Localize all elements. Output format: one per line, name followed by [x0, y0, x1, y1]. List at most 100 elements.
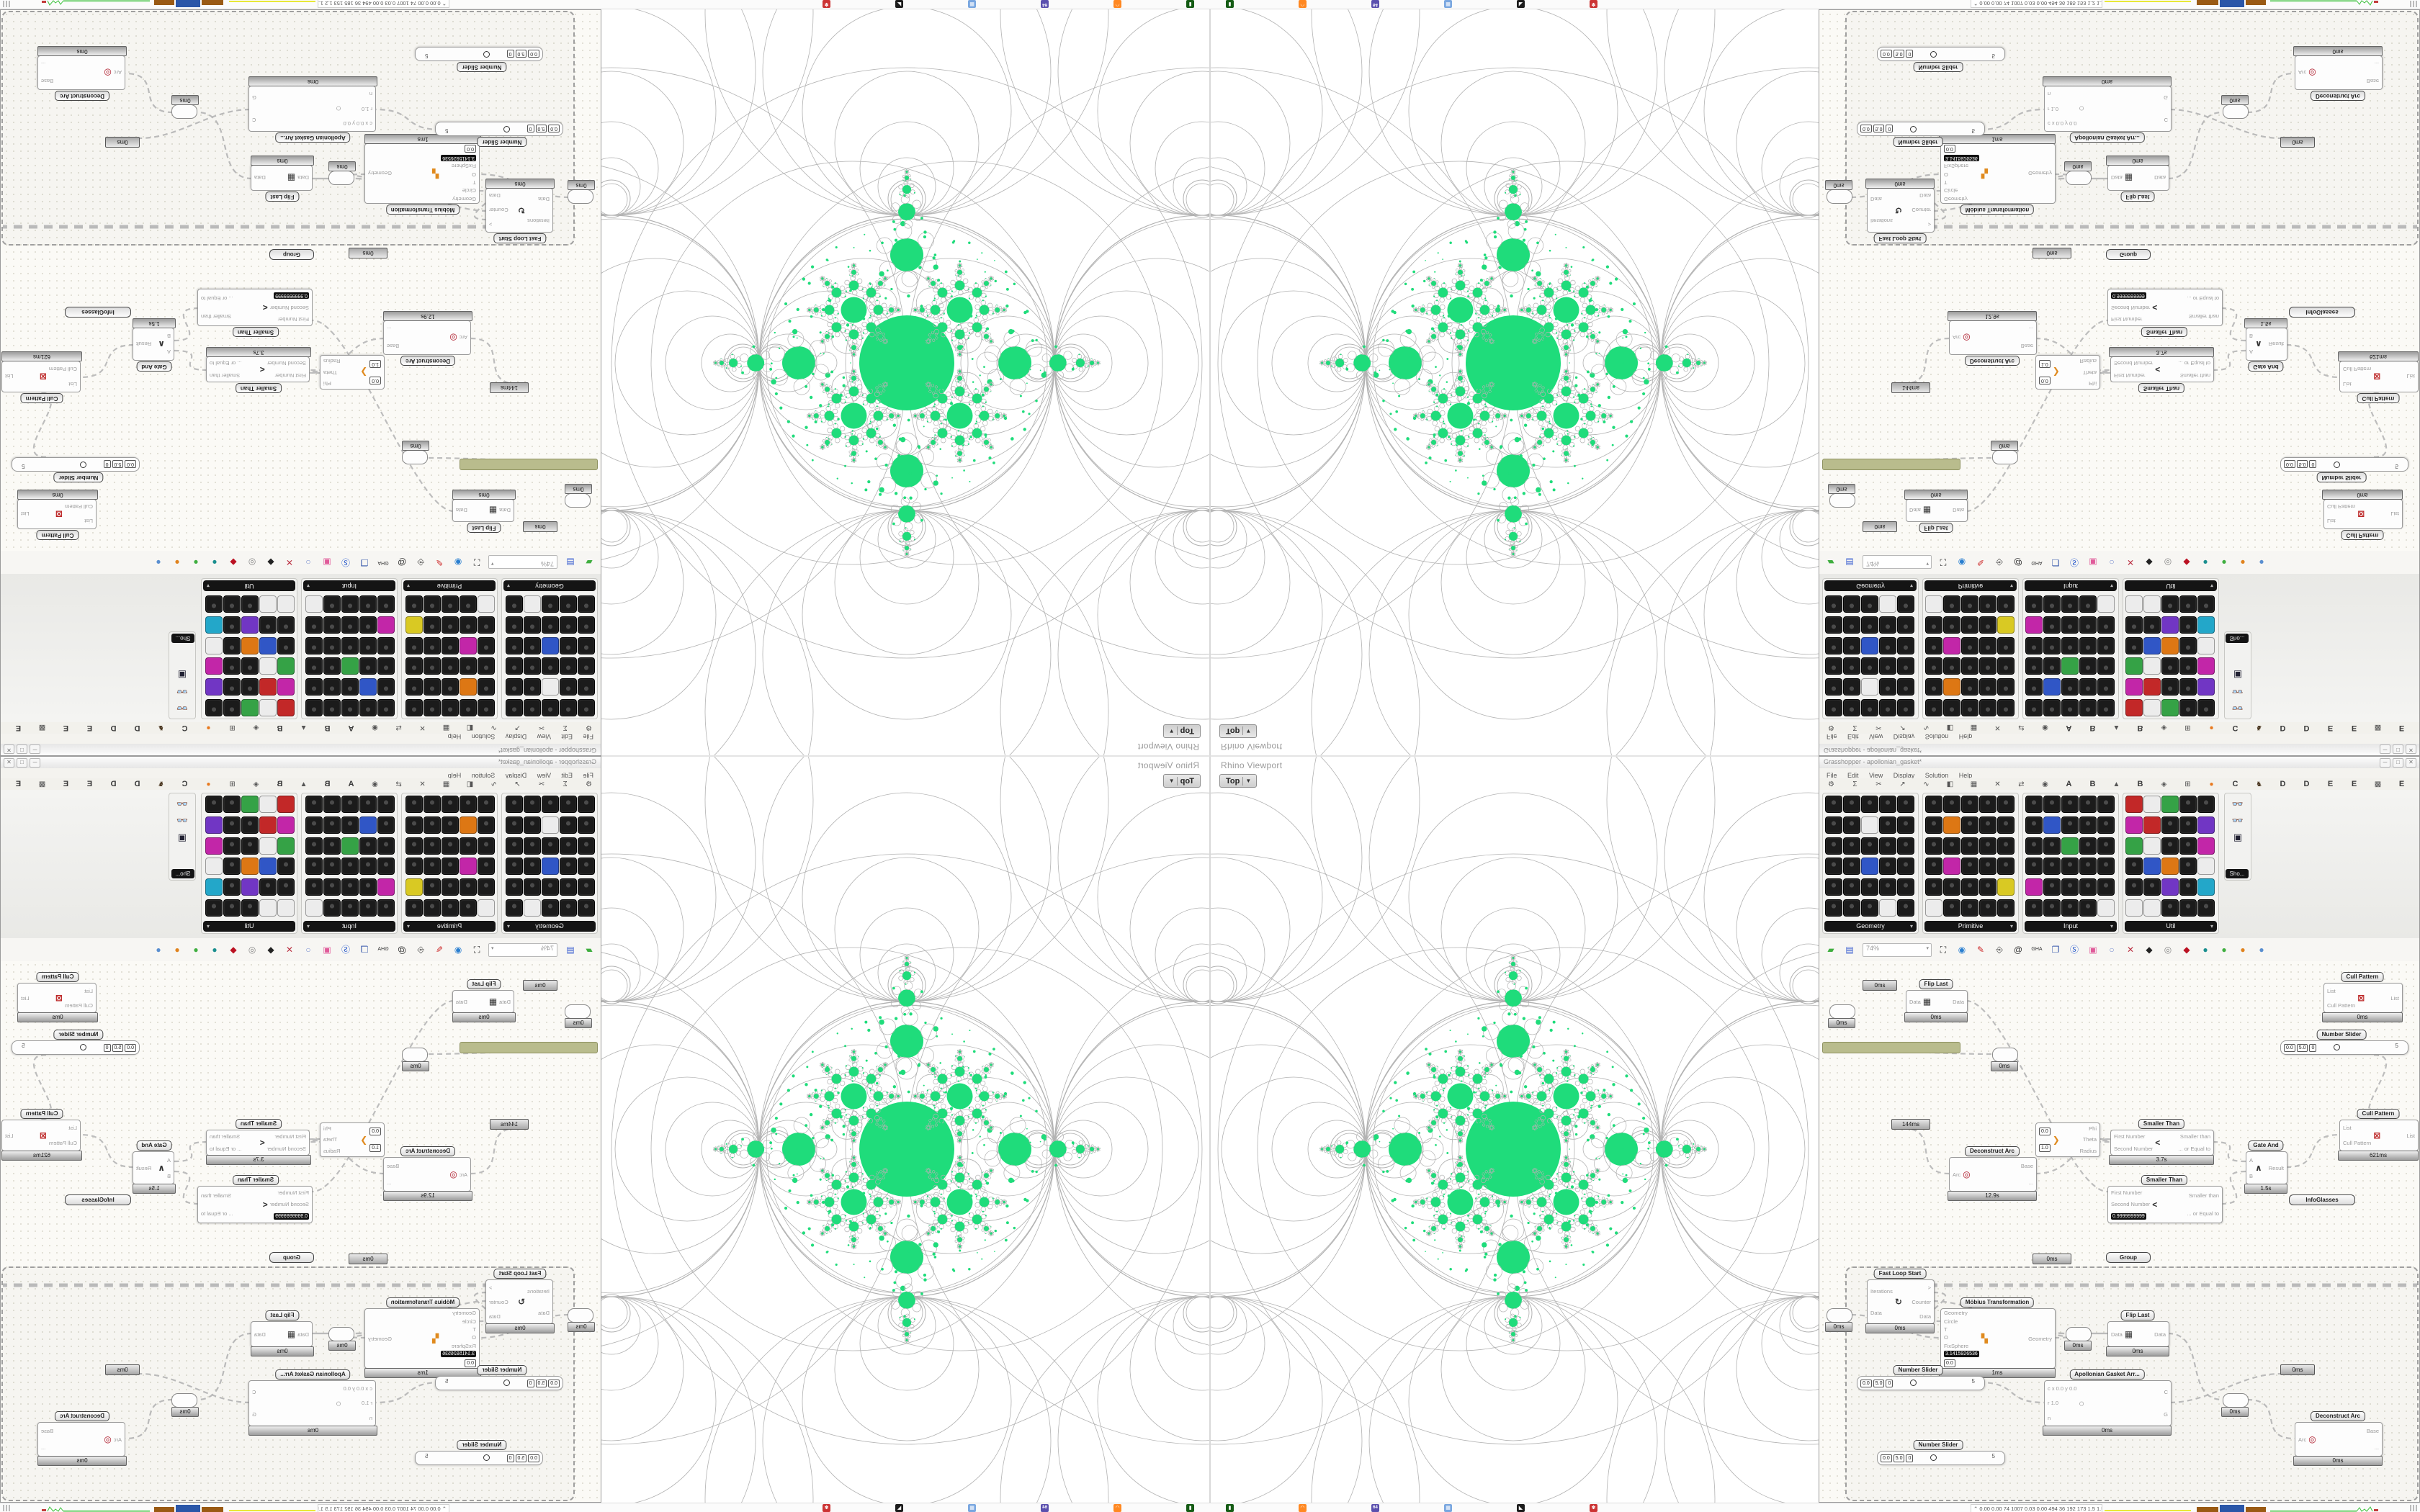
- component-icon[interactable]: [1879, 878, 1896, 896]
- component-icon[interactable]: [506, 636, 523, 654]
- component-icon[interactable]: [2097, 899, 2115, 917]
- panel-label-util[interactable]: Util ▾: [203, 921, 295, 932]
- component-icon[interactable]: [524, 796, 541, 813]
- component-icon[interactable]: [2161, 616, 2179, 634]
- component-icon[interactable]: [341, 816, 359, 834]
- blob-teal-icon[interactable]: ●: [212, 557, 218, 567]
- category-tab-C[interactable]: C: [182, 724, 188, 732]
- firefox-icon[interactable]: ◠: [1299, 0, 1307, 8]
- component-icon[interactable]: [424, 595, 441, 613]
- component-icon[interactable]: [560, 699, 577, 716]
- component-icon[interactable]: [2161, 837, 2179, 855]
- component-icon[interactable]: [2179, 837, 2197, 855]
- menu-file[interactable]: File: [1827, 772, 1837, 779]
- chevron-down-icon[interactable]: ▾: [307, 582, 310, 589]
- component-icon[interactable]: [405, 796, 423, 813]
- component-icon[interactable]: [1997, 816, 2015, 834]
- component-icon[interactable]: [1997, 699, 2015, 716]
- component-icon[interactable]: [2143, 699, 2161, 716]
- relay-node[interactable]: 0ms: [2064, 161, 2092, 185]
- component-icon[interactable]: [2125, 878, 2143, 896]
- photos-icon[interactable]: ✽: [823, 0, 830, 8]
- category-tab-A[interactable]: A: [348, 780, 354, 788]
- gimp-icon[interactable]: ◣: [1517, 0, 1525, 8]
- component-icon[interactable]: [560, 636, 577, 654]
- blob-orange-icon[interactable]: ●: [2240, 557, 2246, 567]
- component-icon[interactable]: [2125, 657, 2143, 675]
- category-tab-B[interactable]: B: [2137, 780, 2143, 788]
- component-icon[interactable]: [2161, 595, 2179, 613]
- component-icon[interactable]: [1925, 858, 1942, 876]
- component-icon[interactable]: [223, 595, 241, 613]
- component-icon[interactable]: [323, 636, 341, 654]
- component-icon[interactable]: [2161, 699, 2179, 716]
- component-icon[interactable]: [542, 816, 559, 834]
- component-icon[interactable]: [341, 858, 359, 876]
- component-icon[interactable]: [405, 699, 423, 716]
- gh-component-gate-and[interactable]: A B ∧ Result Gate And 1.5s: [2244, 318, 2287, 372]
- chevron-down-icon[interactable]: ▾: [207, 923, 210, 930]
- number-slider-node[interactable]: 0.0 5.0 0 5 Number Slider: [12, 457, 140, 482]
- category-tab-D[interactable]: D: [2303, 780, 2310, 788]
- gh-component-cull-pattern[interactable]: List Cull Pattern ⊠ List Cull Pattern 0ms: [17, 490, 98, 540]
- component-icon[interactable]: [2079, 699, 2097, 716]
- archive-64-icon[interactable]: 64: [1041, 0, 1049, 8]
- component-icon[interactable]: [259, 657, 277, 675]
- component-icon[interactable]: [277, 878, 295, 896]
- category-tab-D[interactable]: D: [110, 724, 117, 732]
- component-icon[interactable]: [506, 616, 523, 634]
- component-icon[interactable]: [1997, 878, 2015, 896]
- component-icon[interactable]: [1897, 678, 1914, 696]
- component-icon[interactable]: [205, 899, 223, 917]
- surface-icon[interactable]: ◧: [1946, 780, 1954, 788]
- component-icon[interactable]: [1997, 678, 2015, 696]
- component-icon[interactable]: [1843, 636, 1860, 654]
- params-icon[interactable]: ⚙: [586, 724, 592, 732]
- bird-tab-icon[interactable]: ♞: [2256, 780, 2262, 788]
- component-icon[interactable]: [1961, 858, 1978, 876]
- chevron-down-icon[interactable]: ▾: [2210, 923, 2213, 930]
- component-icon[interactable]: [405, 595, 423, 613]
- component-icon[interactable]: [2143, 816, 2161, 834]
- component-icon[interactable]: [2043, 699, 2061, 716]
- component-icon[interactable]: [1897, 796, 1914, 813]
- component-icon[interactable]: [1897, 816, 1914, 834]
- gh-component-cull-pattern[interactable]: List Cull Pattern ⊠ List Cull Pattern 621ms: [2338, 351, 2419, 403]
- component-icon[interactable]: [578, 899, 595, 917]
- gh-component-unnamed[interactable]: 0.0 1.0 ❯ Phi Theta Radius: [320, 355, 385, 390]
- component-icon[interactable]: [305, 595, 323, 613]
- slider-knob[interactable]: [80, 462, 86, 468]
- component-icon[interactable]: [359, 837, 377, 855]
- component-icon[interactable]: [1825, 816, 1842, 834]
- component-icon[interactable]: [1861, 595, 1878, 613]
- component-icon[interactable]: [460, 616, 477, 634]
- component-icon[interactable]: [1943, 837, 1960, 855]
- component-icon[interactable]: [560, 796, 577, 813]
- gh-component-m-bius-transformation[interactable]: Geometry Circle T O FixSphere 3.1415926536 0.0…: [364, 1297, 481, 1378]
- canvas-label[interactable]: InfoGlasses: [2289, 1194, 2355, 1205]
- currency-icon[interactable]: Ⓢ: [341, 557, 351, 567]
- sparse-grid-tab-icon[interactable]: ▩: [38, 780, 46, 788]
- grasshopper-title-bar[interactable]: Grasshopper - apollonian_gasket* ─ □ ✕: [1819, 757, 2419, 769]
- panel-label-geometry[interactable]: Geometry ▾: [1824, 921, 1917, 932]
- balloon-icon[interactable]: ○: [305, 557, 311, 567]
- component-icon[interactable]: [1861, 796, 1878, 813]
- component-icon[interactable]: [1825, 837, 1842, 855]
- component-icon[interactable]: [1861, 636, 1878, 654]
- relay-node[interactable]: 0ms: [171, 1393, 199, 1417]
- component-icon[interactable]: [542, 636, 559, 654]
- chevron-down-icon[interactable]: ▾: [491, 561, 494, 567]
- chevron-down-icon[interactable]: ▾: [1909, 582, 1913, 589]
- component-icon[interactable]: [205, 796, 223, 813]
- gh-component-apollonian-gasket-arr-[interactable]: c x 0.0 y 0.0 r 1.0 n ◌ C G Apollonian Gasket …: [2043, 1369, 2172, 1436]
- timer-badge[interactable]: 144ms: [1891, 1119, 1930, 1130]
- maths-icon[interactable]: Σ: [563, 724, 568, 732]
- chevron-down-icon[interactable]: ▾: [2110, 923, 2113, 930]
- component-icon[interactable]: [2197, 878, 2215, 896]
- category-tab-E[interactable]: E: [2327, 780, 2334, 788]
- component-icon[interactable]: [2143, 636, 2161, 654]
- workspace-switcher-icon[interactable]: [1, 1505, 10, 1511]
- component-icon[interactable]: [2125, 899, 2143, 917]
- component-icon[interactable]: [2161, 878, 2179, 896]
- component-icon[interactable]: [2061, 657, 2079, 675]
